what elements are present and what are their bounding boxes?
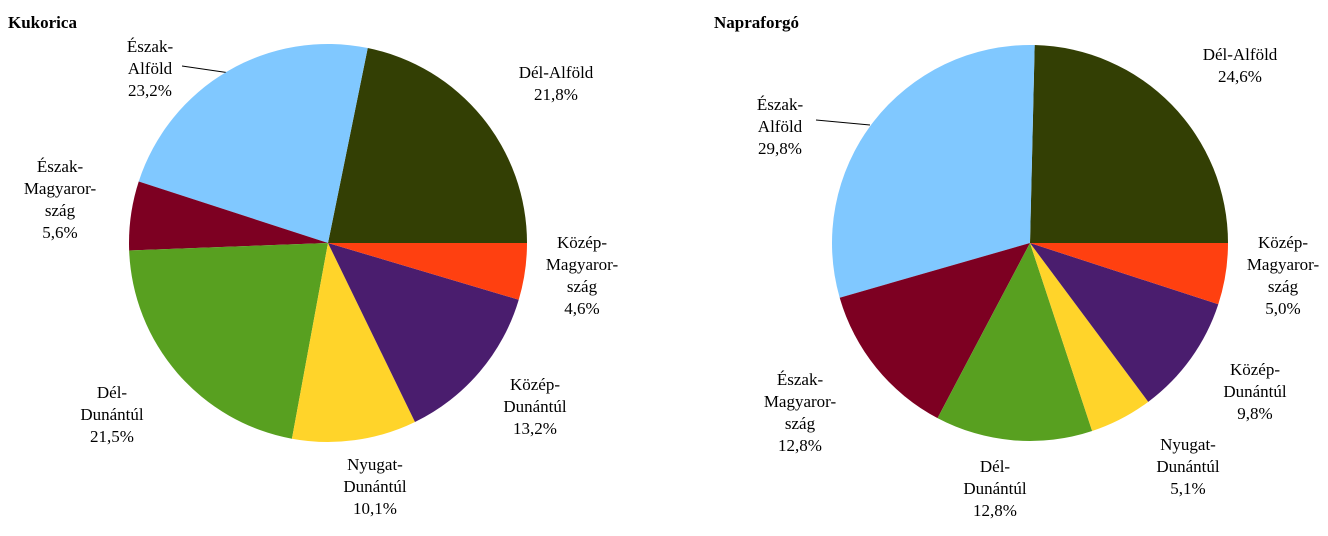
- slice-label-line: Dunántúl: [343, 477, 407, 496]
- pie-slice: [128, 181, 328, 251]
- slice-label-line: szág: [1268, 277, 1299, 296]
- slice-label-line: Közép-: [510, 375, 560, 394]
- slice-label-line: Dunántúl: [503, 397, 567, 416]
- slice-label: Észak- Alföld: [757, 95, 804, 136]
- slice-label-line: Észak-: [127, 37, 174, 56]
- slice-label: Közép- Magyaror-szág: [546, 233, 619, 296]
- slice-label-line: Észak-: [777, 370, 824, 389]
- slice-label-line: Dél-Alföld: [1203, 45, 1278, 64]
- value-label: 21,5%: [90, 427, 134, 446]
- slice-label-line: Dél-Alföld: [519, 63, 594, 82]
- pie-slice: [937, 243, 1093, 442]
- slice-label-line: Dunántúl: [963, 479, 1027, 498]
- slice-label-line: szág: [45, 201, 76, 220]
- slice-label-line: Magyaror-: [1247, 255, 1320, 274]
- pie-slice: [328, 243, 527, 300]
- pie-slice: [129, 243, 328, 439]
- chart-title: Kukorica: [8, 13, 77, 32]
- slice-label-line: Észak-: [757, 95, 804, 114]
- slice-label: Dél-Alföld: [1203, 45, 1278, 64]
- slice-label-line: Dél-: [980, 457, 1011, 476]
- slice-label-line: szág: [785, 414, 816, 433]
- slice-label-line: Magyaror-: [546, 255, 619, 274]
- value-label: 12,8%: [778, 436, 822, 455]
- value-label: 5,6%: [42, 223, 77, 242]
- value-label: 5,0%: [1265, 299, 1300, 318]
- slice-label: Dél- Dunántúl: [963, 457, 1027, 498]
- pie-slice: [839, 243, 1030, 419]
- slice-label: Dél-Alföld: [519, 63, 594, 82]
- slice-label: Észak- Magyaror-szág: [764, 370, 837, 433]
- slice-label-line: szág: [567, 277, 598, 296]
- leader-line: [815, 119, 871, 126]
- slice-label-line: Magyaror-: [764, 392, 837, 411]
- value-label: 29,8%: [758, 139, 802, 158]
- slice-label-line: Közép-: [1230, 360, 1280, 379]
- leader-line: [181, 65, 231, 74]
- pie-slice: [1030, 243, 1149, 431]
- slice-label-line: Magyaror-: [24, 179, 97, 198]
- pie-slice: [1030, 243, 1228, 305]
- pie-slice: [1030, 243, 1219, 402]
- slice-label-line: Nyugat-: [347, 455, 403, 474]
- slice-label-line: Nyugat-: [1160, 435, 1216, 454]
- value-label: 23,2%: [128, 81, 172, 100]
- slice-label-line: Dunántúl: [1156, 457, 1220, 476]
- value-label: 13,2%: [513, 419, 557, 438]
- value-label: 5,1%: [1170, 479, 1205, 498]
- value-label: 21,8%: [534, 85, 578, 104]
- slice-label: Közép- Magyaror-szág: [1247, 233, 1320, 296]
- slice-label-line: Dél-: [97, 383, 128, 402]
- slice-label-line: Közép-: [557, 233, 607, 252]
- slice-label-line: Észak-: [37, 157, 84, 176]
- pie-slice: [832, 45, 1035, 298]
- slice-label-line: Dunántúl: [1223, 382, 1287, 401]
- slice-label-line: Közép-: [1258, 233, 1308, 252]
- value-label: 12,8%: [973, 501, 1017, 520]
- slice-label: Dél- Dunántúl: [80, 383, 144, 424]
- pie-slice: [328, 243, 519, 422]
- value-label: 4,6%: [564, 299, 599, 318]
- value-label: 24,6%: [1218, 67, 1262, 86]
- pie-slice: [328, 48, 527, 243]
- pie-slice: [291, 243, 415, 442]
- slice-label-line: Dunántúl: [80, 405, 144, 424]
- pie-slice: [138, 43, 368, 243]
- slice-label: Nyugat- Dunántúl: [1156, 435, 1220, 476]
- slice-label-line: Alföld: [128, 59, 173, 78]
- slice-label: Közép- Dunántúl: [503, 375, 567, 416]
- value-label: 9,8%: [1237, 404, 1272, 423]
- pie-slice: [1030, 45, 1228, 243]
- slice-label-line: Alföld: [758, 117, 803, 136]
- slice-label: Nyugat- Dunántúl: [343, 455, 407, 496]
- slice-label: Észak- Magyaror-szág: [24, 157, 97, 220]
- chart-title: Napraforgó: [714, 13, 799, 32]
- slice-label: Közép- Dunántúl: [1223, 360, 1287, 401]
- slice-label: Észak- Alföld: [127, 37, 174, 78]
- value-label: 10,1%: [353, 499, 397, 518]
